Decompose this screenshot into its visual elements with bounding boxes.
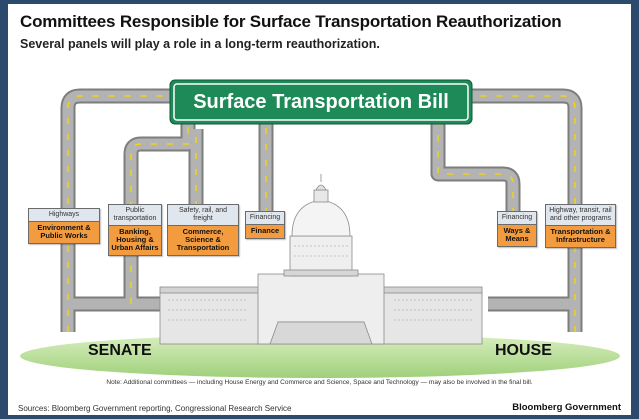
title: Committees Responsible for Surface Trans…	[20, 12, 561, 32]
brand: Bloomberg Government	[512, 402, 621, 413]
committee-name: Finance	[246, 225, 284, 238]
sign-text: Surface Transportation Bill	[172, 84, 470, 120]
committee-role: Highways	[29, 209, 99, 222]
committee-name: Banking, Housing & Urban Affairs	[109, 226, 161, 255]
committee-name: Commerce, Science & Transportation	[168, 226, 238, 255]
committee-box: Public transportation Banking, Housing &…	[108, 204, 162, 256]
committee-box: Financing Finance	[245, 211, 285, 239]
committee-role: Public transportation	[109, 205, 161, 226]
committee-role: Safety, rail, and freight	[168, 205, 238, 226]
committee-role: Financing	[246, 212, 284, 225]
subtitle: Several panels will play a role in a lon…	[20, 37, 380, 51]
senate-label: SENATE	[88, 342, 152, 360]
committee-box: Highways Environment & Public Works	[28, 208, 100, 244]
committee-box: Safety, rail, and freight Commerce, Scie…	[167, 204, 239, 256]
committee-name: Ways & Means	[498, 225, 536, 246]
sources: Sources: Bloomberg Government reporting,…	[18, 404, 291, 413]
house-label: HOUSE	[495, 342, 552, 360]
committee-role: Highway, transit, rail and other program…	[546, 205, 615, 226]
committee-box: Financing Ways & Means	[497, 211, 537, 247]
committee-box: Highway, transit, rail and other program…	[545, 204, 616, 248]
committee-role: Financing	[498, 212, 536, 225]
note: Note: Additional committees — including …	[8, 379, 631, 386]
committee-name: Environment & Public Works	[29, 222, 99, 243]
infographic: Committees Responsible for Surface Trans…	[8, 4, 631, 415]
committee-name: Transportation & Infrastructure	[546, 226, 615, 247]
page: Committees Responsible for Surface Trans…	[0, 0, 639, 419]
capitol	[160, 174, 482, 344]
